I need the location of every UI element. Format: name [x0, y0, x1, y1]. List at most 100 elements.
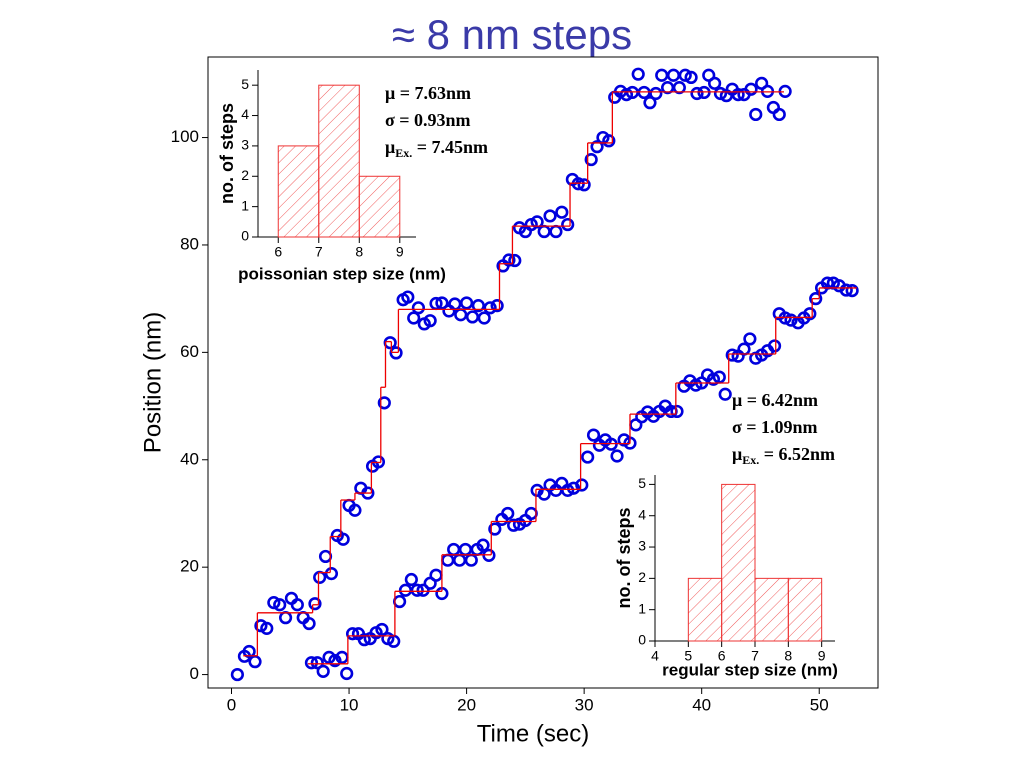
- data-point: [549, 224, 563, 239]
- x-tick-label: 7: [751, 648, 759, 664]
- data-point: [345, 627, 360, 641]
- x-tick-label: 9: [818, 648, 826, 664]
- data-point: [845, 284, 859, 298]
- y-tick-label: 0: [190, 664, 199, 683]
- data-point: [441, 553, 455, 567]
- data-point: [230, 667, 244, 682]
- data-point: [718, 387, 732, 401]
- data-point: [666, 68, 681, 82]
- stat-label: μEx. = 7.45nm: [385, 137, 488, 160]
- data-point: [476, 538, 490, 552]
- y-axis-label: no. of steps: [217, 103, 237, 204]
- x-tick-label: 8: [784, 648, 792, 664]
- data-point: [375, 622, 389, 637]
- data-point: [530, 215, 544, 229]
- data-point: [555, 476, 569, 490]
- data-point: [248, 655, 262, 669]
- data-point: [458, 542, 473, 557]
- data-point: [524, 506, 538, 521]
- histogram-bar: [721, 483, 756, 642]
- data-point: [242, 644, 256, 659]
- x-tick-label: 9: [396, 244, 404, 260]
- data-point: [584, 152, 598, 167]
- stat-subscript: Ex.: [742, 453, 759, 467]
- data-point: [670, 404, 684, 419]
- data-point: [471, 299, 485, 313]
- x-tick-label: 10: [340, 695, 359, 714]
- data-point: [442, 304, 456, 318]
- y-tick-label: 100: [171, 127, 199, 146]
- plot-frame: [207, 56, 879, 689]
- stat-main: σ = 1.09nm: [732, 417, 818, 437]
- chart-title: ≈ 8 nm steps: [392, 11, 632, 58]
- data-point: [290, 598, 304, 612]
- data-point: [684, 70, 698, 85]
- y-tick-label: 1: [241, 197, 249, 213]
- x-tick-label: 0: [227, 695, 236, 714]
- x-tick-label: 8: [355, 244, 363, 260]
- data-point: [324, 567, 339, 581]
- histogram-bar: [358, 175, 401, 238]
- x-tick-label: 20: [457, 695, 476, 714]
- data-point: [708, 76, 722, 90]
- x-axis-label: Time (sec): [477, 720, 589, 747]
- data-point: [483, 301, 497, 315]
- data-point: [304, 656, 319, 670]
- stat-main: μ = 6.42nm: [732, 390, 818, 410]
- data-point: [619, 87, 634, 102]
- data-point: [423, 314, 437, 328]
- data-point: [602, 134, 616, 148]
- data-point: [561, 217, 575, 232]
- histogram-bar: [277, 145, 320, 238]
- data-point: [678, 68, 692, 82]
- data-point: [357, 633, 371, 647]
- data-point: [465, 310, 480, 324]
- data-point: [278, 611, 293, 625]
- data-point: [398, 583, 413, 597]
- data-point: [803, 307, 817, 321]
- data-point: [267, 596, 281, 610]
- data-point: [340, 666, 354, 681]
- data-point: [590, 140, 604, 154]
- histogram-bar: [754, 577, 789, 642]
- data-point: [464, 553, 478, 567]
- data-point: [543, 209, 557, 223]
- data-point: [310, 656, 324, 670]
- y-tick-label: 4: [241, 106, 249, 122]
- stat-label: μ = 7.63nm: [385, 83, 471, 103]
- data-point: [586, 428, 601, 442]
- data-point: [555, 205, 569, 219]
- y-axis-label: Position (nm): [139, 312, 166, 453]
- stat-main: μ: [732, 444, 742, 464]
- y-tick-label: 60: [180, 342, 199, 361]
- y-tick-label: 40: [180, 449, 199, 468]
- stat-main: μ = 7.63nm: [385, 83, 471, 103]
- data-point: [435, 296, 449, 310]
- x-tick-label: 30: [575, 695, 594, 714]
- data-point: [459, 296, 474, 310]
- data-point: [713, 86, 728, 101]
- data-point: [308, 597, 322, 611]
- data-point: [737, 342, 751, 356]
- data-point: [561, 483, 575, 497]
- data-point: [749, 107, 763, 122]
- data-point: [416, 583, 430, 597]
- data-point: [447, 542, 461, 557]
- x-tick-label: 6: [274, 244, 282, 260]
- x-tick-label: 7: [315, 244, 323, 260]
- data-point: [772, 107, 786, 122]
- stat-rest: = 6.52nm: [759, 444, 835, 464]
- data-point: [809, 292, 823, 306]
- stat-label: μ = 6.42nm: [732, 390, 818, 410]
- data-point: [273, 598, 287, 612]
- data-point: [575, 478, 589, 492]
- data-point: [743, 332, 757, 346]
- data-point: [377, 396, 391, 410]
- y-tick-label: 2: [638, 569, 646, 585]
- data-point: [766, 100, 780, 115]
- data-point: [477, 311, 491, 325]
- data-point: [336, 532, 350, 546]
- stat-rest: = 7.45nm: [412, 137, 488, 157]
